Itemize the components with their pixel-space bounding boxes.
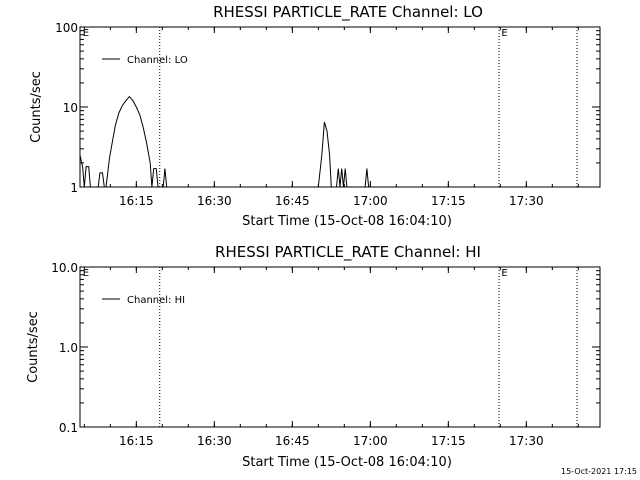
legend: Channel: HI [102,295,185,306]
x-tick-label: 16:30 [197,194,232,208]
y-tick-label: 1.0 [59,341,78,355]
marker-lines [159,27,578,187]
legend-label: Channel: HI [127,295,185,306]
chart-title: RHESSI PARTICLE_RATE Channel: LO [213,3,483,22]
plot-frame [79,266,601,428]
y-tick-label: 10 [63,101,78,115]
x-axis-label: Start Time (15-Oct-08 16:04:10) [242,455,452,470]
y-tick-label: 0.1 [59,421,78,435]
x-tick-label: 17:00 [353,434,388,448]
annotation-label: E [83,28,89,39]
x-tick-label: 17:15 [431,194,466,208]
annotation-label: E [501,28,507,39]
y-axis-label: Counts/sec [29,71,44,143]
plot-frame [79,26,601,188]
annotation-label: E [501,268,507,279]
chart-title: RHESSI PARTICLE_RATE Channel: HI [215,243,481,262]
marker-lines [159,267,578,427]
x-tick-label: 16:45 [275,194,310,208]
y-tick-label: 10.0 [51,261,78,275]
axis-ticks: 16:15 16:30 16:45 17:00 17:15 17:30 1 10 100 [55,21,600,208]
timestamp: 15-Oct-2021 17:15 [561,467,637,476]
legend: Channel: LO [102,55,188,66]
x-tick-label: 17:15 [431,434,466,448]
legend-label: Channel: LO [127,55,188,66]
series-group [79,95,600,188]
x-tick-label: 17:00 [353,194,388,208]
x-tick-label: 16:15 [119,434,154,448]
y-tick-label: 100 [55,21,78,35]
y-axis-label: Counts/sec [26,311,41,383]
y-tick-label: 1 [70,181,78,195]
series-line [79,95,600,188]
x-tick-label: 17:30 [509,434,544,448]
x-axis-label: Start Time (15-Oct-08 16:04:10) [242,214,452,229]
x-tick-label: 16:30 [197,434,232,448]
x-tick-label: 16:45 [275,434,310,448]
annotation-label: E [83,268,89,279]
axis-ticks: 16:15 16:30 16:45 17:00 17:15 17:30 0.1 1.0 10.0 [51,261,600,448]
x-tick-label: 16:15 [119,194,154,208]
x-tick-label: 17:30 [509,194,544,208]
